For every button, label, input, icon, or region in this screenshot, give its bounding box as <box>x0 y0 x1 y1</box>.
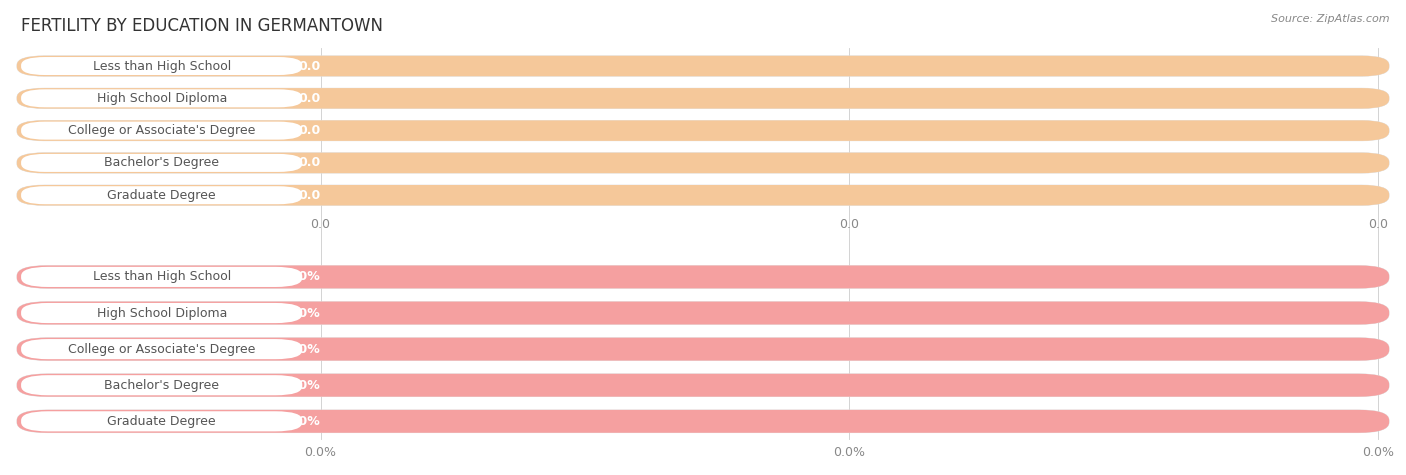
Text: Bachelor's Degree: Bachelor's Degree <box>104 156 219 170</box>
FancyBboxPatch shape <box>17 120 1389 141</box>
FancyBboxPatch shape <box>17 88 1389 109</box>
FancyBboxPatch shape <box>21 89 302 107</box>
Text: Less than High School: Less than High School <box>93 270 231 284</box>
FancyBboxPatch shape <box>17 374 1389 397</box>
FancyBboxPatch shape <box>21 411 302 431</box>
Text: Graduate Degree: Graduate Degree <box>107 189 217 202</box>
Text: 0.0%: 0.0% <box>305 446 336 459</box>
FancyBboxPatch shape <box>21 267 302 287</box>
FancyBboxPatch shape <box>17 152 1389 173</box>
Text: Bachelor's Degree: Bachelor's Degree <box>104 379 219 392</box>
Text: 0.0%: 0.0% <box>285 270 321 284</box>
FancyBboxPatch shape <box>17 185 1389 206</box>
FancyBboxPatch shape <box>17 152 1389 173</box>
Text: High School Diploma: High School Diploma <box>97 306 226 320</box>
Text: 0.0: 0.0 <box>311 218 330 231</box>
Text: 0.0: 0.0 <box>298 156 321 170</box>
Text: 0.0%: 0.0% <box>285 342 321 356</box>
FancyBboxPatch shape <box>17 338 1389 361</box>
Text: 0.0: 0.0 <box>298 189 321 202</box>
FancyBboxPatch shape <box>17 266 1389 288</box>
FancyBboxPatch shape <box>17 338 1389 361</box>
Text: College or Associate's Degree: College or Associate's Degree <box>67 124 256 137</box>
FancyBboxPatch shape <box>17 302 1389 324</box>
Text: 0.0%: 0.0% <box>1362 446 1393 459</box>
Text: 0.0%: 0.0% <box>285 415 321 428</box>
FancyBboxPatch shape <box>21 375 302 395</box>
FancyBboxPatch shape <box>21 154 302 172</box>
Text: Less than High School: Less than High School <box>93 59 231 73</box>
FancyBboxPatch shape <box>21 122 302 140</box>
FancyBboxPatch shape <box>21 339 302 359</box>
Text: 0.0: 0.0 <box>298 92 321 105</box>
FancyBboxPatch shape <box>17 56 1389 76</box>
FancyBboxPatch shape <box>17 410 1389 433</box>
Text: 0.0: 0.0 <box>1368 218 1388 231</box>
Text: Source: ZipAtlas.com: Source: ZipAtlas.com <box>1271 14 1389 24</box>
FancyBboxPatch shape <box>17 56 1389 76</box>
FancyBboxPatch shape <box>17 88 1389 109</box>
FancyBboxPatch shape <box>17 410 1389 433</box>
Text: 0.0%: 0.0% <box>834 446 865 459</box>
Text: 0.0: 0.0 <box>298 124 321 137</box>
Text: 0.0: 0.0 <box>298 59 321 73</box>
FancyBboxPatch shape <box>21 303 302 323</box>
FancyBboxPatch shape <box>21 186 302 204</box>
FancyBboxPatch shape <box>17 266 1389 288</box>
Text: College or Associate's Degree: College or Associate's Degree <box>67 342 256 356</box>
FancyBboxPatch shape <box>21 57 302 75</box>
Text: Graduate Degree: Graduate Degree <box>107 415 217 428</box>
FancyBboxPatch shape <box>17 185 1389 206</box>
Text: 0.0: 0.0 <box>839 218 859 231</box>
Text: High School Diploma: High School Diploma <box>97 92 226 105</box>
FancyBboxPatch shape <box>17 302 1389 324</box>
Text: FERTILITY BY EDUCATION IN GERMANTOWN: FERTILITY BY EDUCATION IN GERMANTOWN <box>21 17 382 35</box>
Text: 0.0%: 0.0% <box>285 379 321 392</box>
FancyBboxPatch shape <box>17 374 1389 397</box>
FancyBboxPatch shape <box>17 120 1389 141</box>
Text: 0.0%: 0.0% <box>285 306 321 320</box>
